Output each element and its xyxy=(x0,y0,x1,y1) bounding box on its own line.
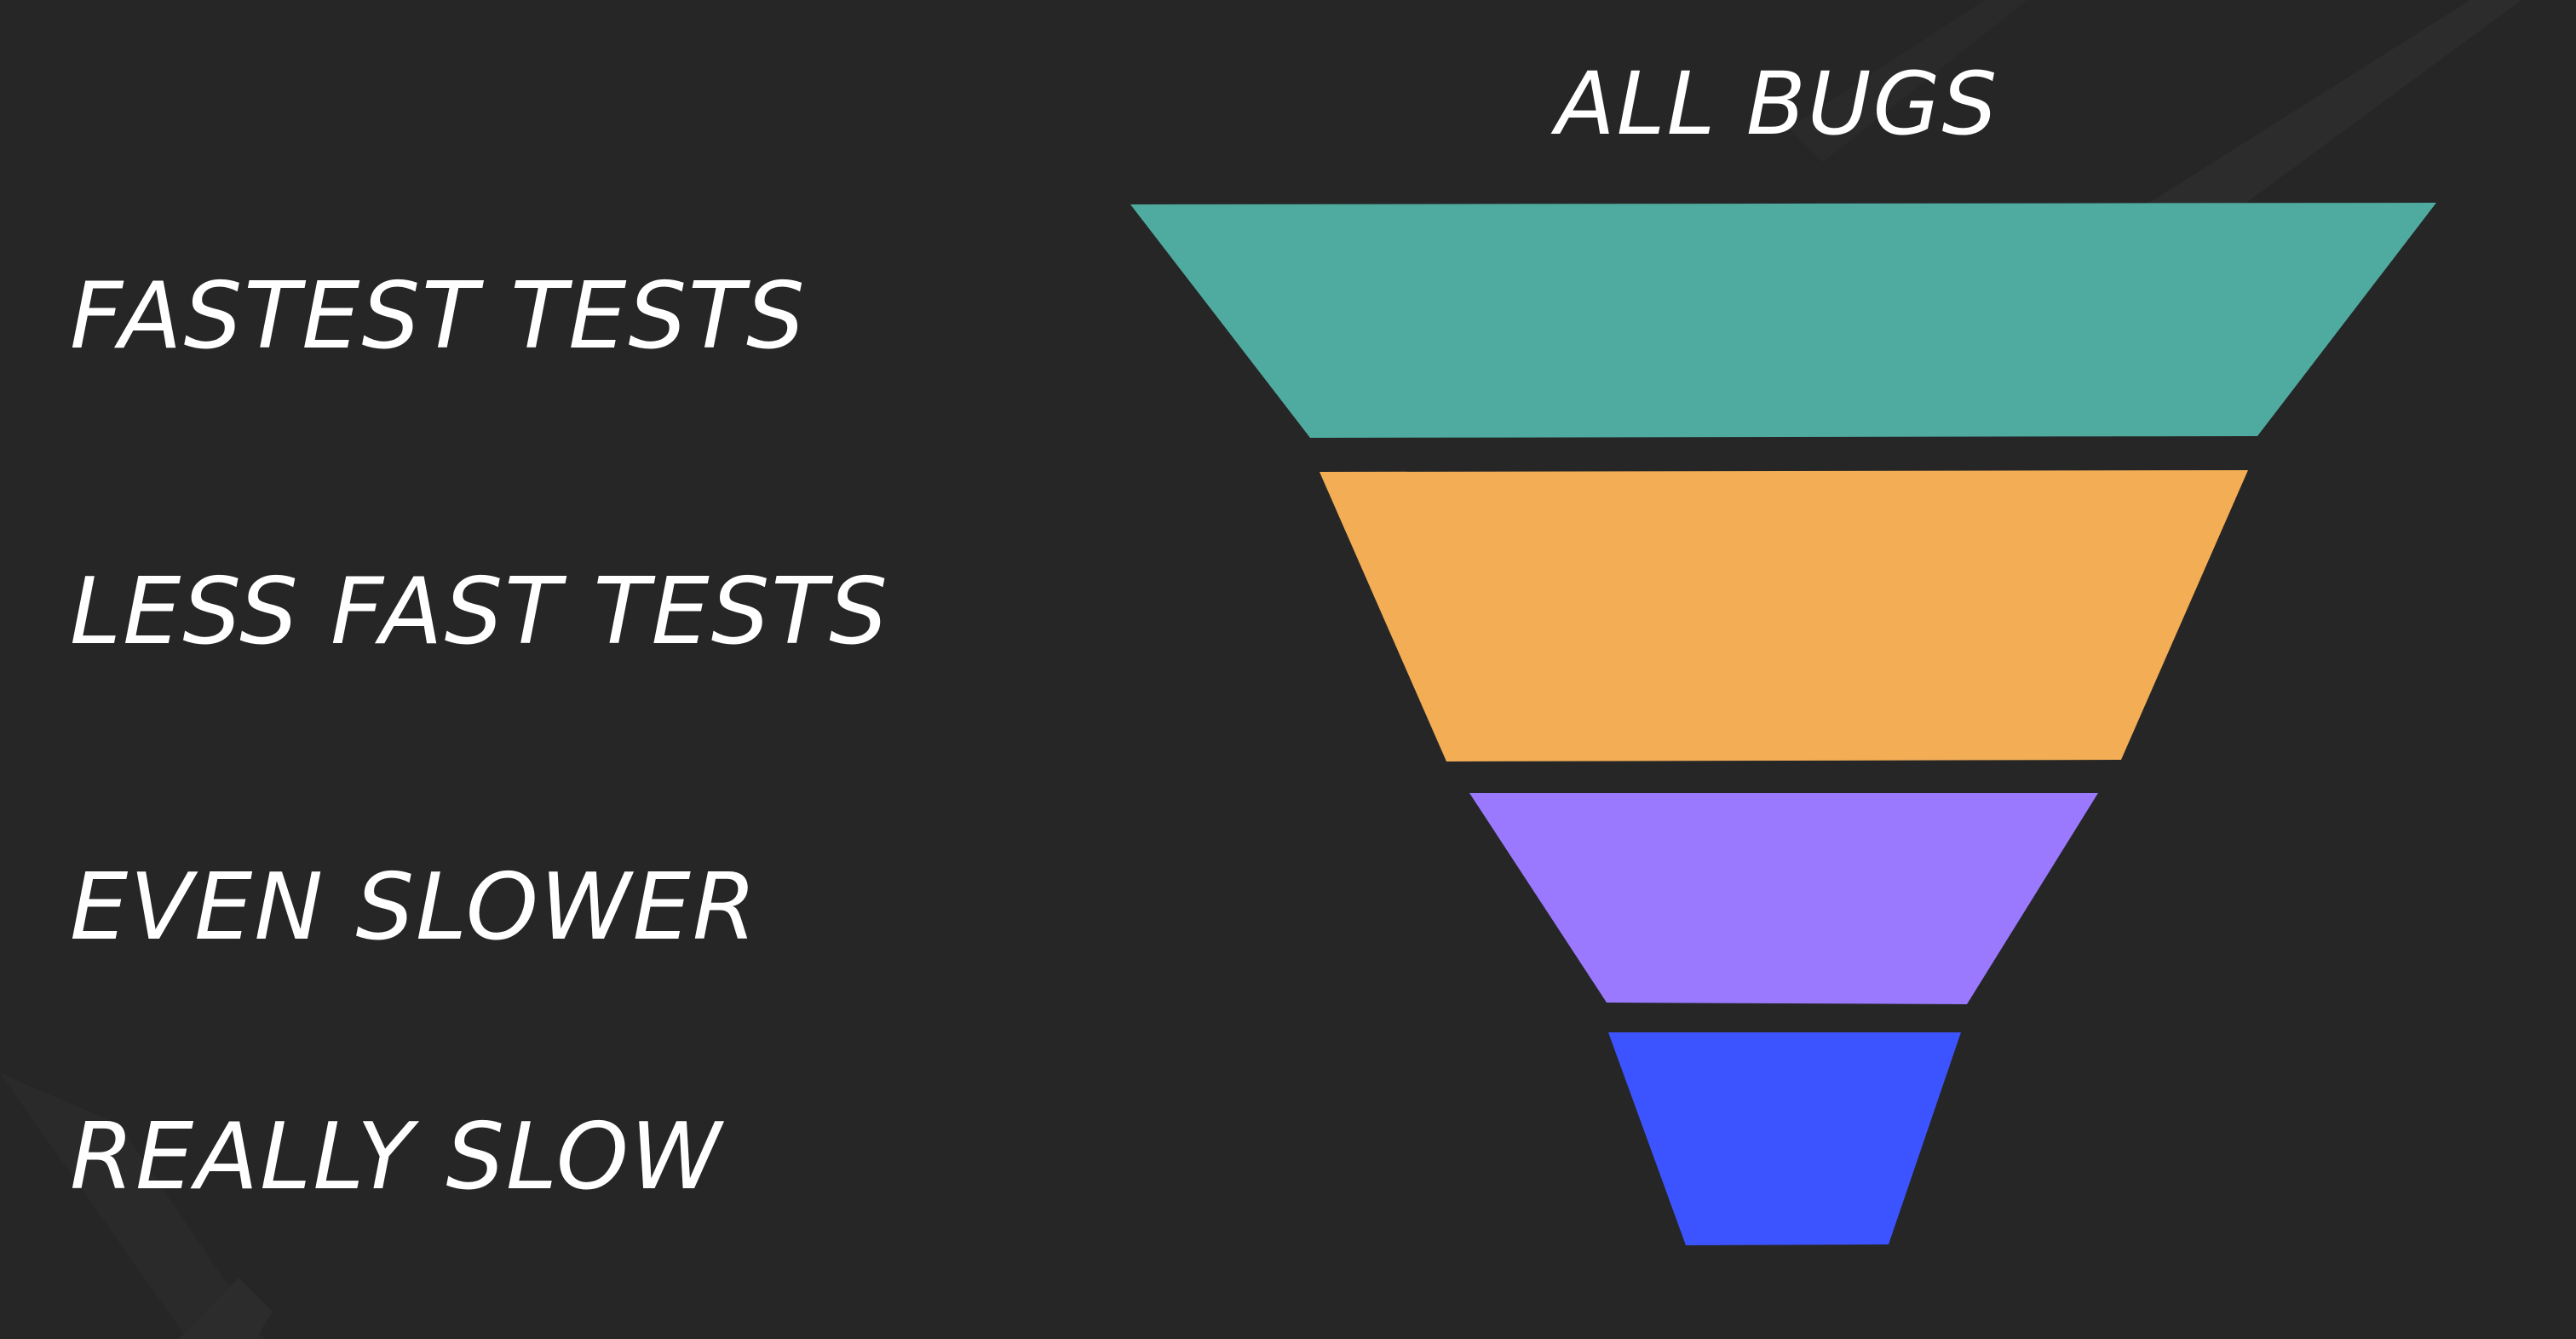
fastest-tests-label: FASTEST TESTS xyxy=(70,263,807,370)
funnel-stage-even-slower xyxy=(1469,793,2098,1004)
funnel-stage-fastest xyxy=(1130,203,2436,438)
even-slower-label: EVEN SLOWER xyxy=(70,854,758,961)
funnel-stage-less-fast xyxy=(1320,470,2248,761)
all-bugs-label: ALL BUGS xyxy=(1555,54,1999,155)
background-stripe xyxy=(179,1278,273,1339)
background-stripe xyxy=(2147,0,2521,238)
background-stripe xyxy=(0,1073,264,1339)
really-slow-label: REALLY SLOW xyxy=(70,1104,723,1210)
less-fast-tests-label: LESS FAST TESTS xyxy=(70,559,889,665)
background-stripe xyxy=(1789,0,2027,162)
funnel-stage-really-slow xyxy=(1608,1032,1961,1245)
